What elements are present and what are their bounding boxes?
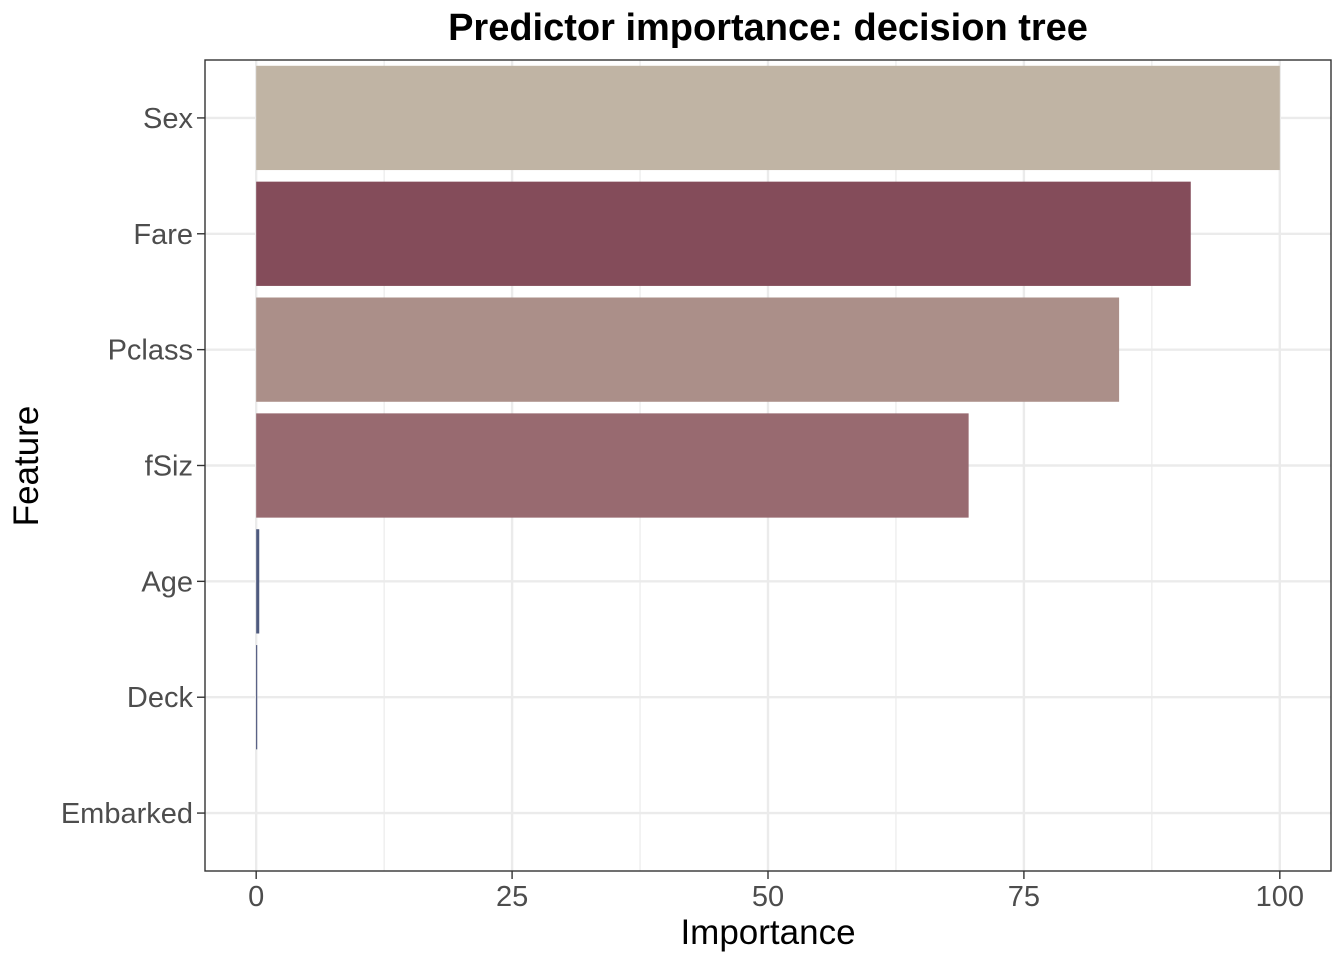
y-axis: Sex Fare Pclass fSiz Age Deck Embarked: [61, 103, 205, 830]
y-tick-label: Age: [141, 566, 193, 598]
y-tick-label: Deck: [127, 682, 194, 714]
x-tick-label: 25: [496, 881, 528, 913]
bar-sex: [256, 65, 1280, 171]
y-tick-label: Sex: [143, 103, 193, 135]
x-tick-label: 75: [1008, 881, 1040, 913]
bar-fsiz: [256, 413, 969, 518]
x-tick-label: 50: [752, 881, 784, 913]
y-tick-label: Fare: [133, 219, 193, 251]
y-axis-title: Feature: [7, 406, 46, 527]
bars: [256, 65, 1280, 750]
chart-title: Predictor importance: decision tree: [448, 7, 1088, 49]
x-axis: 0 25 50 75 100: [248, 871, 1304, 913]
x-tick-label: 0: [248, 881, 264, 913]
y-tick-label: fSiz: [145, 451, 193, 483]
bar-pclass: [256, 297, 1120, 402]
bar-age: [256, 529, 260, 634]
y-tick-label: Embarked: [61, 798, 193, 830]
bar-deck: [256, 645, 258, 750]
y-tick-label: Pclass: [108, 335, 193, 367]
bar-fare: [256, 181, 1191, 286]
x-axis-title: Importance: [680, 913, 855, 952]
x-tick-label: 100: [1256, 881, 1304, 913]
